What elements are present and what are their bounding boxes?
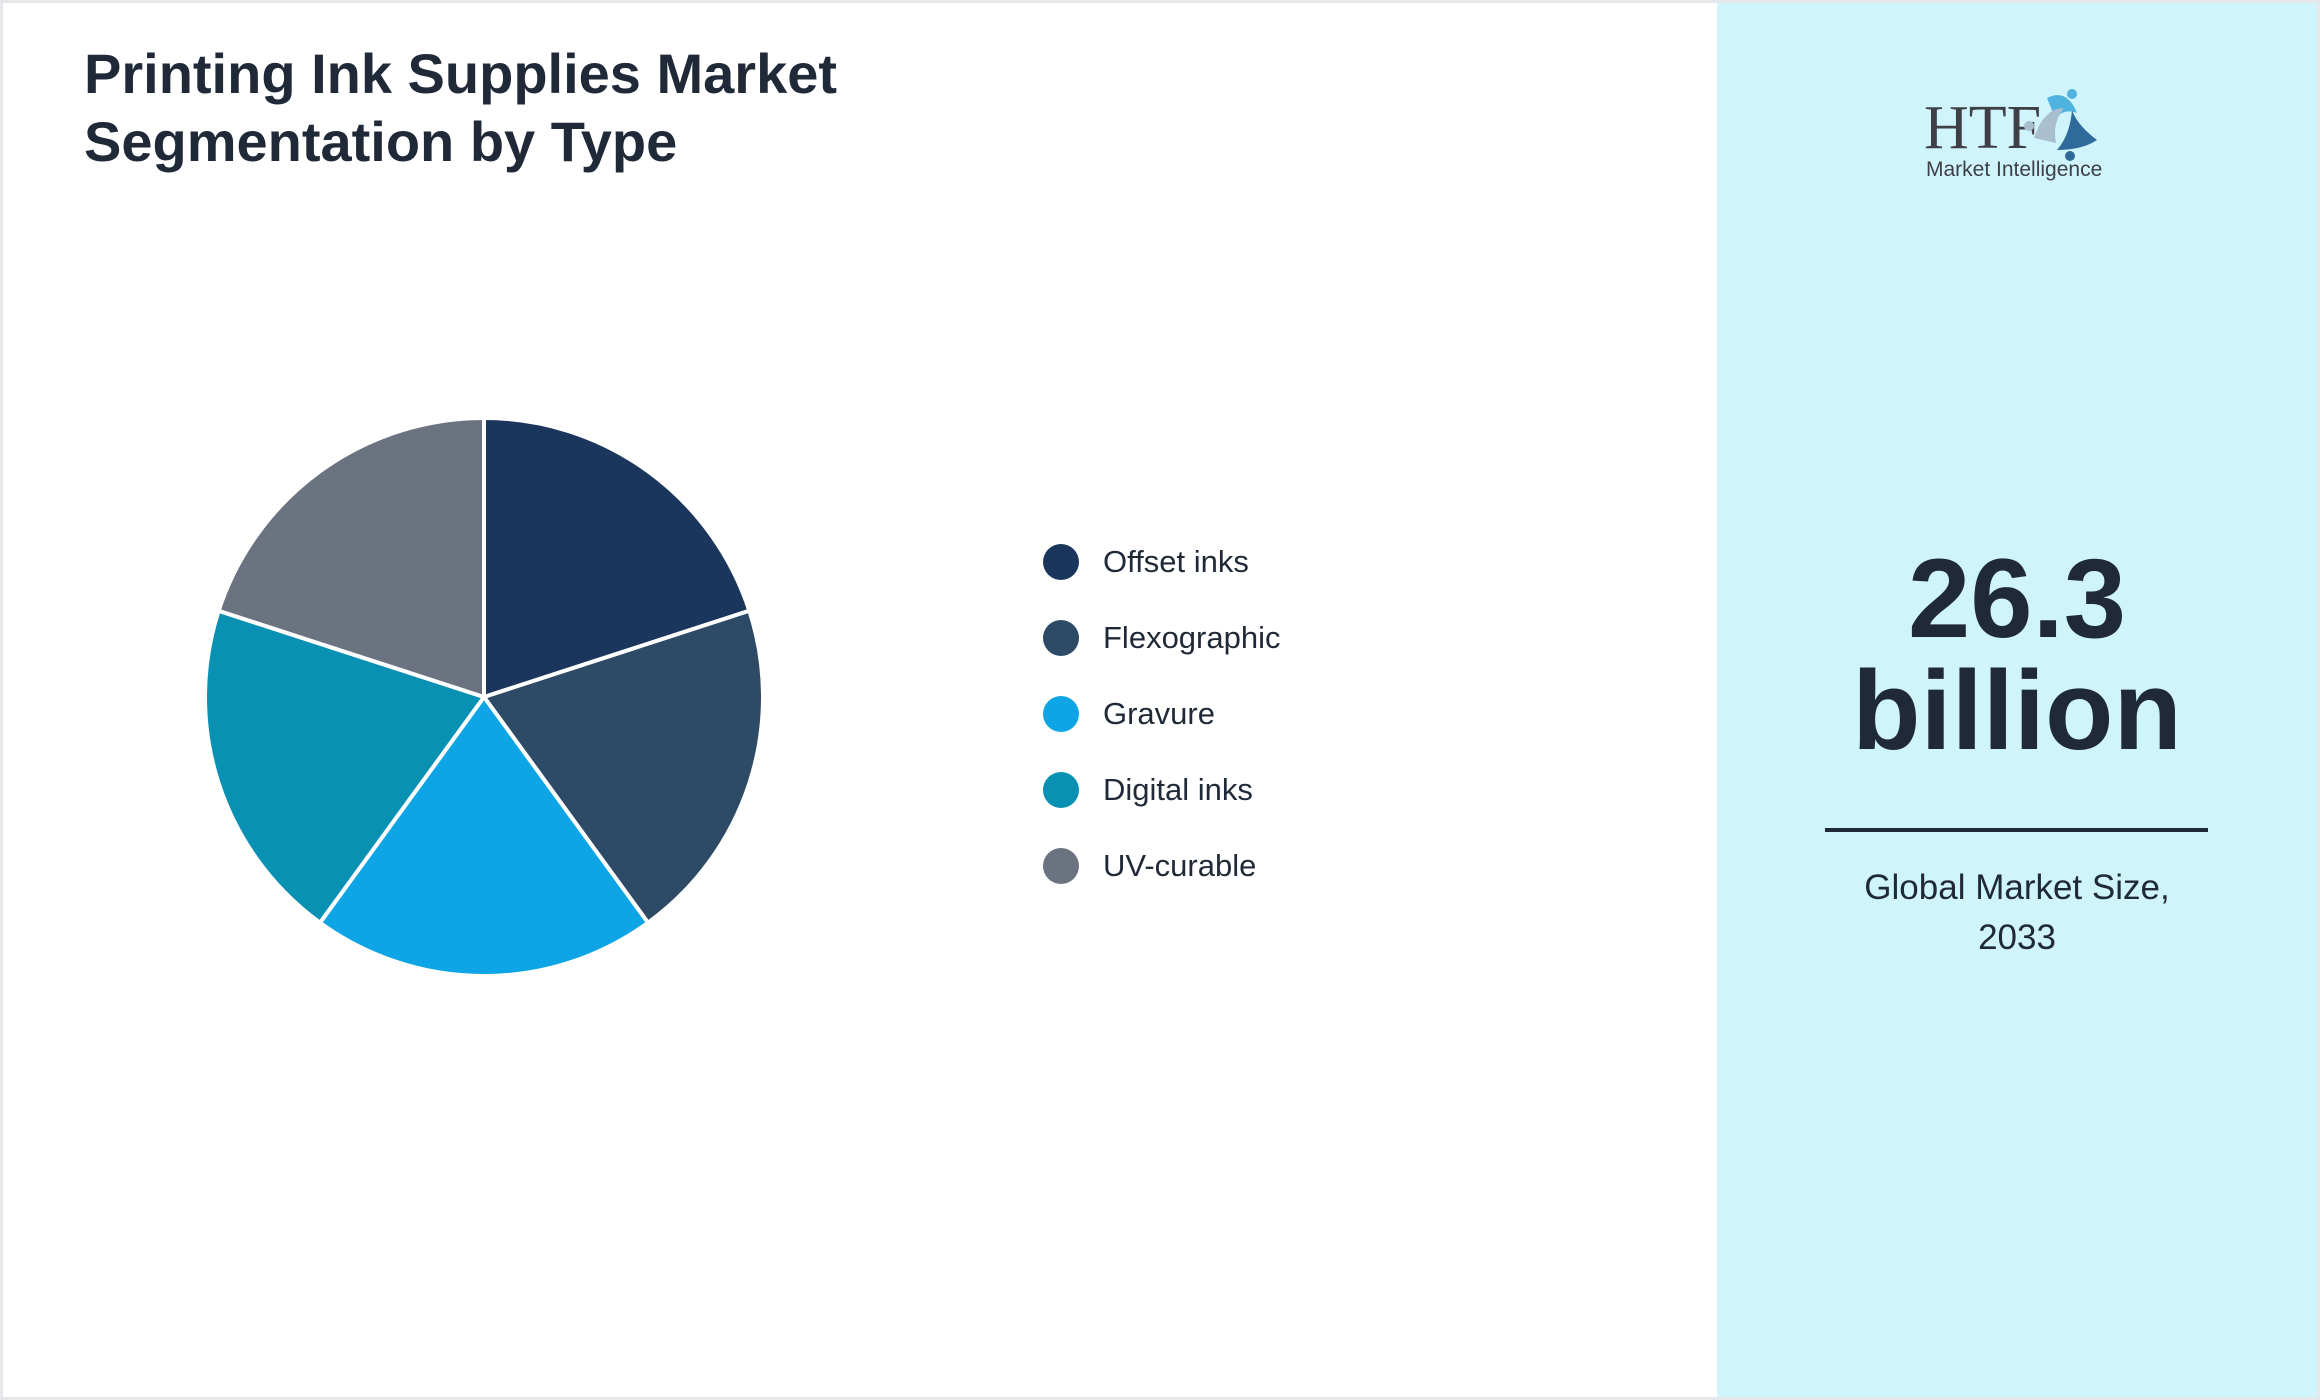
legend-item: UV-curable <box>1043 828 1280 904</box>
market-size-caption: Global Market Size, 2033 <box>1717 863 2317 963</box>
legend-label: Gravure <box>1103 696 1215 731</box>
pie-slice-uv-curable <box>216 415 486 700</box>
legend-swatch <box>1043 848 1079 884</box>
chart-title: Printing Ink Supplies Market Segmentatio… <box>84 42 838 173</box>
market-value-unit: billion <box>1852 648 2182 773</box>
market-size-panel: HTF Market Intelligence 26.3 billion Glo… <box>1717 3 2317 1397</box>
legend-label: UV-curable <box>1103 848 1257 883</box>
legend-swatch <box>1043 696 1079 732</box>
pie-slice-flexographic <box>480 608 765 926</box>
pie-slice-gravure <box>317 693 651 978</box>
pie-slice-offset-inks <box>482 415 752 700</box>
legend-item: Gravure <box>1043 676 1280 752</box>
svg-text:HTF: HTF <box>1924 94 2041 162</box>
legend-label: Flexographic <box>1103 620 1281 655</box>
legend: Offset inks Flexographic Gravure Digital in… <box>1043 524 1280 904</box>
htf-logo: HTF Market Intelligence <box>1924 89 2102 181</box>
caption-line-1: Global Market Size, <box>1864 868 2170 907</box>
market-value: 26.3 <box>1908 536 2126 661</box>
legend-item: Digital inks <box>1043 752 1280 828</box>
legend-swatch <box>1043 772 1079 808</box>
pie-chart <box>203 415 765 978</box>
legend-label: Offset inks <box>1103 544 1249 579</box>
legend-item: Offset inks <box>1043 524 1280 600</box>
caption-year: 2033 <box>1978 918 2056 957</box>
pie-slice-digital-inks <box>203 608 488 926</box>
legend-swatch <box>1043 620 1079 656</box>
legend-item: Flexographic <box>1043 600 1280 676</box>
svg-text:Market Intelligence: Market Intelligence <box>1926 158 2102 181</box>
divider <box>1825 828 2208 832</box>
legend-swatch <box>1043 544 1079 580</box>
legend-label: Digital inks <box>1103 772 1253 807</box>
